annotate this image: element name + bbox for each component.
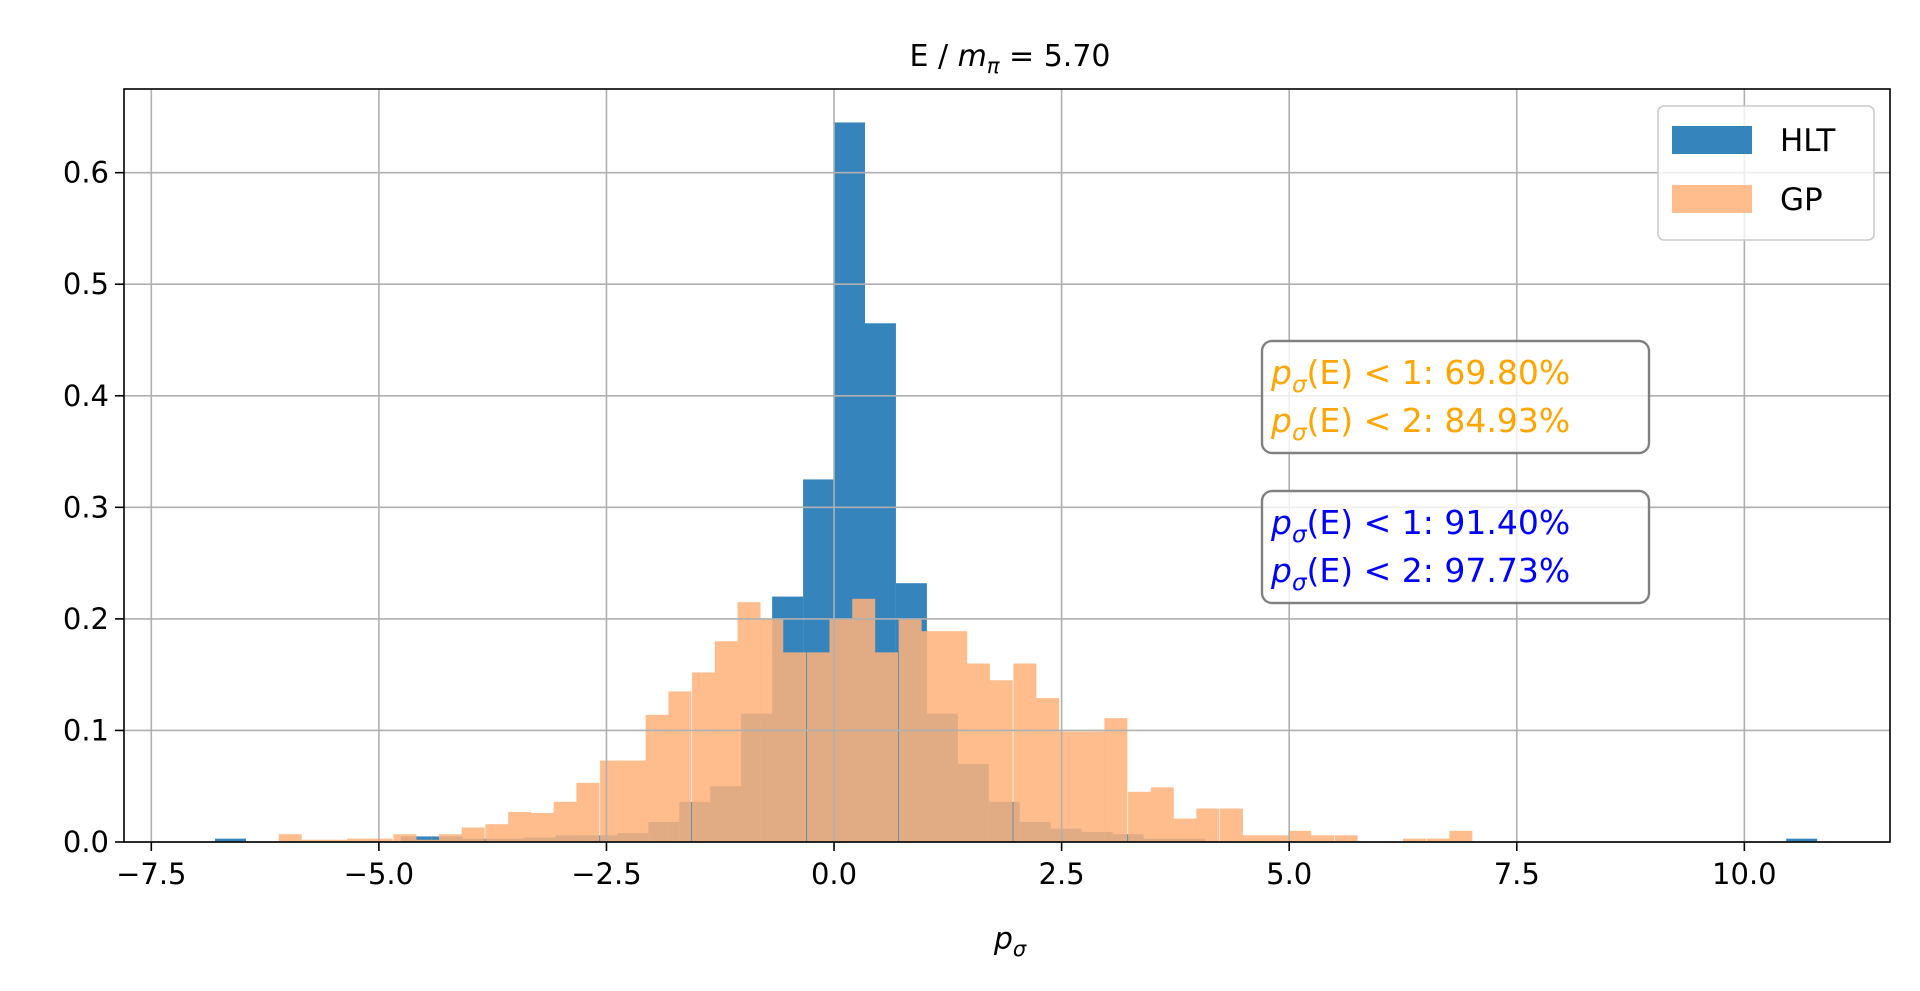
x-tick-label: 7.5 (1494, 857, 1540, 891)
histogram-bar (714, 641, 738, 842)
y-tick-label: 0.2 (63, 602, 109, 636)
histogram-bar (600, 760, 624, 842)
x-tick-label: 5.0 (1266, 857, 1312, 891)
histogram-bar (1311, 835, 1334, 842)
annotation-text: (E) < 2: 97.73% (1307, 551, 1571, 590)
annotation-subscript: σ (1292, 570, 1308, 596)
histogram-bar (1242, 835, 1266, 842)
y-tick-label: 0.1 (63, 713, 109, 747)
histogram-bar (783, 652, 807, 842)
histogram-bar (944, 631, 968, 842)
annotation-subscript: σ (1292, 522, 1308, 548)
histogram-bar (576, 782, 600, 842)
x-tick-label: −5.0 (344, 857, 414, 891)
histogram-bar (438, 834, 462, 842)
histogram-bar (1104, 718, 1128, 842)
legend: HLT GP (1657, 105, 1875, 241)
y-tick-label: 0.4 (63, 379, 109, 413)
x-axis-label: pσ (993, 922, 1027, 961)
annotation-boxes: pσ(E) < 1: 69.80%pσ(E) < 2: 84.93%pσ(E) … (1260, 339, 1651, 605)
x-tick-label: 0.0 (811, 857, 857, 891)
histogram-bar (369, 838, 393, 842)
x-tick-label: −2.5 (571, 857, 641, 891)
annotation-box (1260, 339, 1651, 455)
annotation-subscript: σ (1292, 372, 1308, 398)
annotation-text: (E) < 1: 69.80% (1307, 353, 1571, 392)
histogram-bar (347, 838, 370, 842)
x-tick-label: 10.0 (1712, 857, 1777, 891)
histogram-bar (1402, 838, 1426, 842)
histogram-bar (1449, 830, 1473, 842)
histogram-bar (416, 839, 440, 842)
annotation-symbol: p (1270, 353, 1292, 392)
legend-label-gp: GP (1780, 182, 1823, 218)
histogram-bar (1786, 838, 1818, 842)
histogram-bar (1128, 791, 1152, 842)
annotation-box (1260, 489, 1651, 605)
histogram-bar (692, 672, 715, 842)
histogram-bar (806, 652, 830, 842)
histogram-bar (461, 827, 485, 842)
y-tick-label: 0.0 (63, 825, 109, 859)
legend-swatch-hlt (1672, 126, 1752, 154)
annotation-symbol: p (1270, 551, 1292, 590)
y-tick-label: 0.3 (63, 490, 109, 524)
histogram-bar (1220, 808, 1243, 842)
histogram-bar (1058, 731, 1082, 842)
legend-label-hlt: HLT (1780, 123, 1836, 159)
histogram-bar (966, 663, 990, 842)
histogram-bar (1334, 835, 1358, 842)
histogram-bar (875, 652, 898, 842)
annotation-text: (E) < 2: 84.93% (1307, 401, 1571, 440)
x-tick-label: 2.5 (1039, 857, 1085, 891)
annotation-line: pσ(E) < 1: 69.80% (1270, 353, 1570, 398)
histogram-bar (278, 834, 302, 842)
annotation-symbol: p (1270, 503, 1292, 542)
histogram-bar (1081, 731, 1105, 842)
annotation-line: pσ(E) < 2: 84.93% (1270, 401, 1570, 446)
histogram-bar (737, 602, 761, 842)
axis-ticks: −7.5 −5.0 −2.5 0.0 2.5 5.0 7.5 10.0 0.0 0.1 0.2 0.3… (63, 156, 1777, 891)
histogram-bar (1196, 808, 1220, 842)
histogram-bar (1265, 835, 1289, 842)
histogram-bar (1013, 663, 1037, 842)
histogram-bar (1288, 830, 1312, 842)
annotation-symbol: p (1270, 401, 1292, 440)
histogram-bar (921, 631, 945, 842)
annotation-line: pσ(E) < 1: 91.40% (1270, 503, 1570, 548)
histogram-bar (508, 811, 532, 842)
y-tick-label: 0.6 (63, 156, 109, 190)
histogram-bar (553, 801, 577, 842)
axes-frame (123, 88, 1891, 843)
histogram-bar (645, 714, 669, 842)
annotation-text: (E) < 1: 91.40% (1307, 503, 1571, 542)
histogram-bar (1036, 698, 1060, 842)
legend-swatch-gp (1672, 185, 1752, 213)
histogram-bar (622, 760, 646, 842)
histogram-bar (1173, 818, 1197, 842)
histogram-bar (989, 680, 1013, 842)
histogram-bar (324, 839, 348, 842)
histogram-bar (485, 824, 509, 842)
histogram-bar (1150, 787, 1174, 842)
chart-title: E / mπ = 5.70 (909, 39, 1110, 78)
histogram-bar (1426, 838, 1450, 842)
histogram-bar (215, 838, 246, 842)
y-tick-label: 0.5 (63, 267, 109, 301)
x-tick-label: −7.5 (116, 857, 186, 891)
histogram-bar (301, 839, 325, 842)
annotation-line: pσ(E) < 2: 97.73% (1270, 551, 1570, 596)
histogram-bar (530, 813, 554, 842)
histogram-bar (393, 834, 417, 842)
annotation-subscript: σ (1292, 420, 1308, 446)
histogram-bar (668, 691, 692, 842)
histogram-bar (852, 598, 876, 842)
